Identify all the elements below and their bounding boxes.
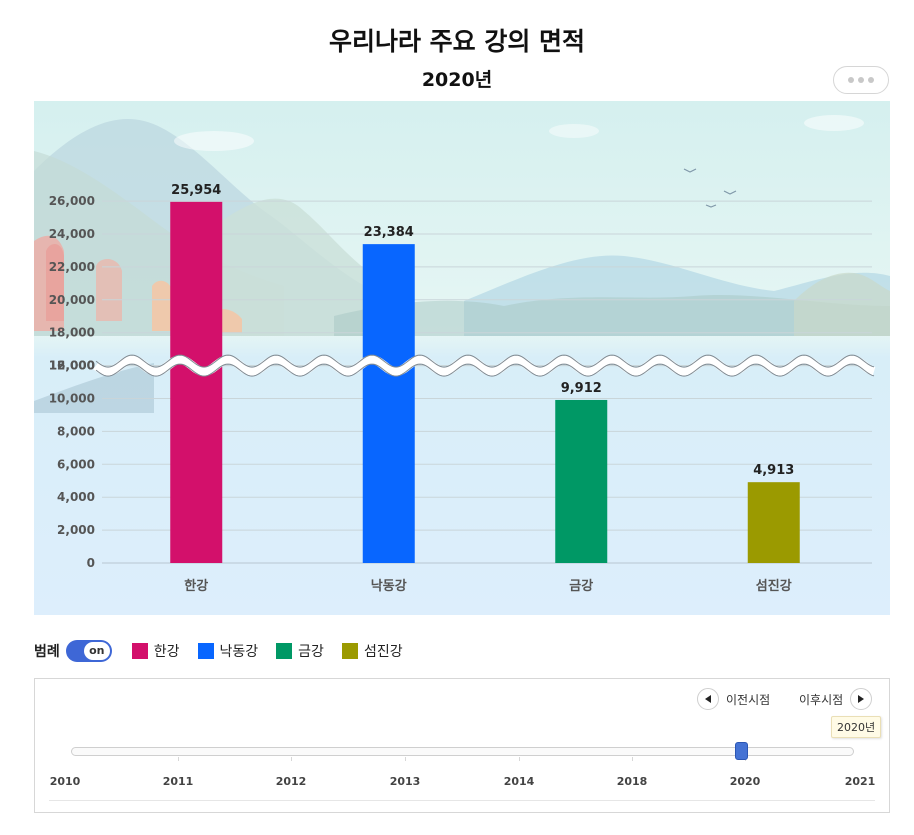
bar — [362, 244, 415, 564]
legend-title: 범례 — [34, 644, 60, 660]
year-label[interactable]: 2014 — [503, 775, 535, 788]
year-label[interactable]: 2012 — [275, 775, 307, 788]
axis-break-band — [93, 355, 876, 377]
slider-tick — [632, 757, 633, 761]
y-tick-label: 6,000 — [57, 457, 95, 471]
axis-break-line — [95, 363, 875, 377]
legend-swatch — [197, 643, 214, 659]
legend-toggle-label: on — [83, 642, 110, 660]
y-tick-label: 10,000 — [49, 392, 95, 406]
y-tick-label: 8,000 — [57, 424, 95, 438]
chevron-left-icon — [697, 688, 719, 710]
legend-item-geumgang[interactable]: 금강 — [276, 641, 324, 661]
next-period-label: 이후시점 — [799, 692, 844, 707]
legend-item-hangang[interactable]: 한강 — [131, 641, 180, 661]
legend-label: 낙동강 — [219, 644, 259, 660]
time-slider-thumb[interactable] — [735, 742, 748, 760]
legend-label: 한강 — [153, 644, 180, 660]
x-tick-label: 금강 — [569, 578, 593, 594]
legend: 범례 on 한강 낙동강 금강 섬진강 — [34, 640, 421, 662]
year-label[interactable]: 2020 — [729, 775, 761, 788]
prev-period-button[interactable]: 이전시점 — [697, 688, 770, 710]
x-axis: 한강 낙동강 금강 섬진강 — [184, 578, 791, 594]
data-label: 9,912 — [561, 381, 602, 396]
x-tick-label: 섬진강 — [756, 578, 792, 594]
axis-break — [93, 354, 876, 377]
selected-period-tooltip: 2020년 — [831, 716, 882, 738]
y-tick-label: 0 — [87, 556, 95, 570]
chart-title: 우리나라 주요 강의 면적 — [328, 27, 586, 56]
bar — [747, 482, 800, 563]
y-tick-label: 16,000 — [49, 359, 95, 373]
slider-tick — [519, 757, 520, 761]
slider-tick — [178, 757, 179, 761]
legend-label: 섬진강 — [363, 644, 403, 660]
legend-swatch — [131, 643, 148, 659]
slider-tick — [291, 757, 292, 761]
y-tick-label: 24,000 — [49, 227, 95, 241]
more-options-button[interactable] — [833, 66, 889, 94]
time-slider-panel: 이전시점 이후시점 2020년 2010 2011 2012 2013 2014… — [34, 678, 890, 813]
y-tick-label: 26,000 — [49, 194, 95, 208]
y-tick-label: 2,000 — [57, 523, 95, 537]
y-tick-label: 4,000 — [57, 490, 95, 504]
data-label: 25,954 — [171, 183, 221, 198]
y-tick-label: 12,000 — [49, 359, 95, 373]
bar — [170, 201, 223, 563]
year-label[interactable]: 2021 — [844, 775, 876, 788]
legend-swatch — [341, 643, 358, 659]
more-dots-icon — [858, 77, 864, 83]
legend-swatch — [276, 643, 293, 659]
time-slider-track[interactable] — [71, 747, 854, 756]
year-label[interactable]: 2011 — [162, 775, 194, 788]
slider-tick — [405, 757, 406, 761]
axis-break-line — [95, 354, 875, 368]
more-dots-icon — [848, 77, 854, 83]
y-tick-label: 20,000 — [49, 293, 95, 307]
prev-period-label: 이전시점 — [726, 692, 771, 707]
legend-toggle[interactable]: on — [65, 640, 112, 662]
divider — [49, 800, 875, 801]
x-tick-label: 한강 — [184, 578, 208, 594]
chart-subtitle: 2020년 — [421, 69, 493, 91]
data-label: 23,384 — [364, 225, 414, 240]
y-tick-label: 22,000 — [49, 260, 95, 274]
bar — [555, 399, 608, 563]
chevron-right-icon — [850, 688, 873, 710]
data-label: 4,913 — [753, 463, 794, 478]
legend-label: 금강 — [298, 644, 324, 660]
next-period-button[interactable]: 이후시점 — [799, 688, 873, 710]
x-tick-label: 낙동강 — [371, 578, 407, 594]
legend-item-seomjingang[interactable]: 섬진강 — [341, 641, 403, 661]
more-dots-icon — [868, 77, 874, 83]
legend-item-nakdonggang[interactable]: 낙동강 — [197, 641, 259, 661]
grid-lines — [102, 200, 872, 564]
year-label[interactable]: 2010 — [49, 775, 81, 788]
year-label[interactable]: 2013 — [389, 775, 421, 788]
bars: 25,954 23,384 9,912 4,913 — [170, 183, 800, 564]
y-tick-label: 18,000 — [49, 326, 95, 340]
year-label[interactable]: 2018 — [616, 775, 648, 788]
